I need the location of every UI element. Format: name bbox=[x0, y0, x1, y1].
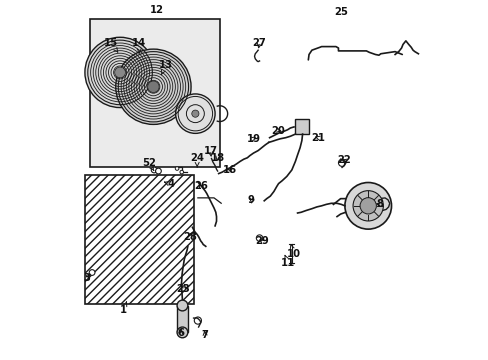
Circle shape bbox=[89, 270, 95, 275]
Circle shape bbox=[177, 300, 187, 311]
Text: 15: 15 bbox=[104, 38, 118, 52]
Circle shape bbox=[352, 191, 383, 221]
Bar bbox=[85, 175, 194, 304]
Circle shape bbox=[180, 170, 183, 174]
Text: 21: 21 bbox=[310, 133, 325, 143]
Text: 6: 6 bbox=[177, 328, 184, 338]
Circle shape bbox=[151, 167, 157, 173]
Text: 24: 24 bbox=[190, 153, 204, 167]
Text: 20: 20 bbox=[271, 126, 285, 135]
Circle shape bbox=[359, 198, 376, 214]
Text: 52: 52 bbox=[142, 158, 155, 171]
Circle shape bbox=[85, 37, 155, 108]
Circle shape bbox=[175, 94, 215, 134]
Text: 13: 13 bbox=[158, 60, 172, 75]
Text: 4: 4 bbox=[164, 179, 174, 189]
Text: 22: 22 bbox=[337, 155, 350, 165]
Text: 7: 7 bbox=[201, 330, 208, 340]
Text: 17: 17 bbox=[203, 146, 217, 156]
Circle shape bbox=[116, 49, 191, 125]
Text: 29: 29 bbox=[254, 236, 268, 246]
Text: 1: 1 bbox=[120, 302, 126, 315]
Bar bbox=[177, 306, 187, 332]
Bar bbox=[295, 119, 308, 134]
Text: 23: 23 bbox=[176, 284, 190, 294]
Circle shape bbox=[175, 167, 179, 170]
Circle shape bbox=[155, 168, 161, 174]
Text: 18: 18 bbox=[210, 153, 224, 163]
Text: 11: 11 bbox=[281, 255, 295, 268]
Text: 16: 16 bbox=[223, 165, 237, 175]
Text: 8: 8 bbox=[376, 199, 383, 210]
Text: 3: 3 bbox=[83, 273, 90, 283]
Text: 26: 26 bbox=[193, 181, 207, 192]
Text: 25: 25 bbox=[334, 7, 347, 17]
Text: 12: 12 bbox=[149, 5, 163, 15]
Text: 27: 27 bbox=[252, 38, 266, 48]
Circle shape bbox=[344, 183, 391, 229]
Circle shape bbox=[256, 235, 262, 241]
Text: 19: 19 bbox=[246, 134, 260, 144]
Text: 28: 28 bbox=[183, 232, 197, 242]
Text: 14: 14 bbox=[131, 38, 145, 53]
Bar bbox=[89, 19, 220, 167]
Circle shape bbox=[191, 110, 199, 117]
Text: 10: 10 bbox=[286, 244, 301, 258]
Circle shape bbox=[177, 327, 187, 338]
Text: 9: 9 bbox=[247, 195, 254, 205]
Circle shape bbox=[147, 81, 159, 93]
Circle shape bbox=[115, 67, 125, 78]
